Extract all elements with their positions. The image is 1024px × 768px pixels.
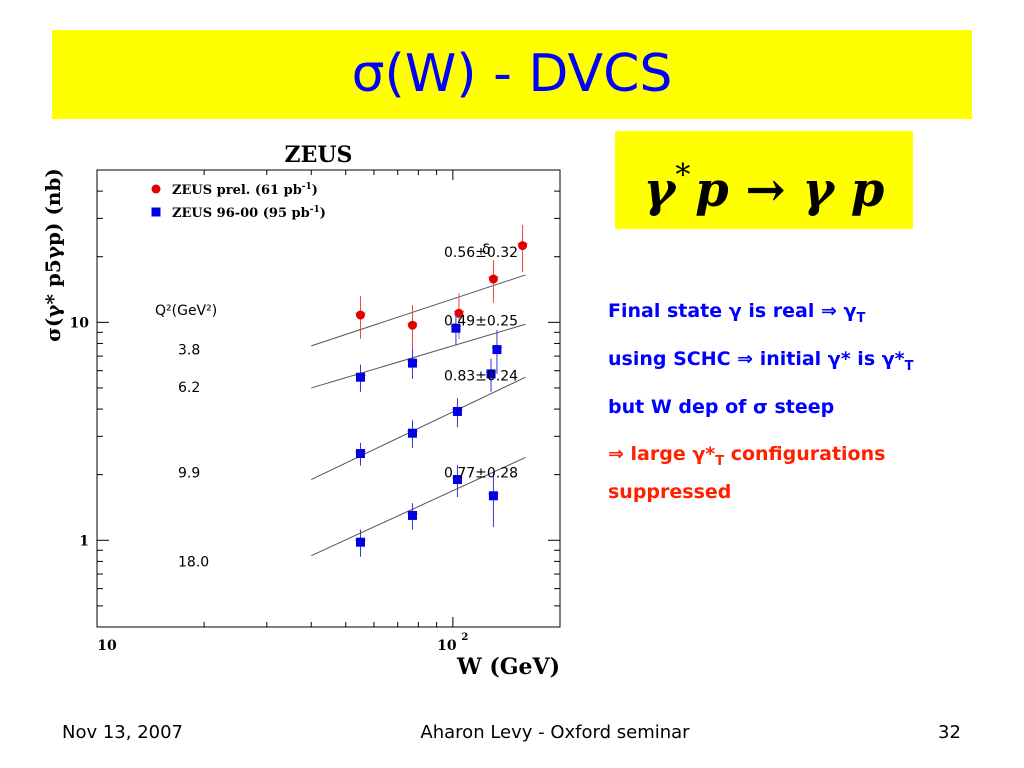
data-point xyxy=(407,358,417,368)
fit-line xyxy=(311,274,526,347)
footer-page: 32 xyxy=(938,722,961,743)
x-tick-label-exponent: 2 xyxy=(461,632,468,643)
data-point xyxy=(451,323,461,333)
data-point xyxy=(488,491,498,501)
notes: Final state γ is real ⇒ γT using SCHC ⇒ … xyxy=(608,295,1008,507)
delta-label: 0.49±0.25 xyxy=(444,313,518,329)
fit-line xyxy=(311,456,526,557)
note-line-3: but W dep of σ steep xyxy=(608,396,835,418)
y-axis-label: σ(γ* p5γp) (nb) xyxy=(41,168,65,342)
reaction-star: * xyxy=(675,158,691,193)
fit-line xyxy=(311,376,526,480)
delta-label: 0.77±0.28 xyxy=(444,465,518,481)
legend-marker xyxy=(151,207,161,217)
data-point xyxy=(454,308,464,318)
data-point xyxy=(486,369,496,379)
reaction-box: γ* p → γ p xyxy=(615,131,913,229)
delta-header: δ xyxy=(482,242,491,258)
data-point xyxy=(518,241,528,251)
q2-label: 9.9 xyxy=(178,465,200,481)
data-point xyxy=(452,406,462,416)
data-point xyxy=(355,449,365,459)
x-tick-label: 10 xyxy=(437,638,457,654)
reaction-formula: γ* p → γ p xyxy=(615,131,913,229)
slide-title: σ(W) - DVCS xyxy=(351,44,673,104)
legend-label: ZEUS prel. (61 pb-1) xyxy=(172,182,318,198)
x-tick-label: 10 xyxy=(97,638,117,654)
data-point xyxy=(452,475,462,485)
chart-title: ZEUS xyxy=(285,142,353,168)
fit-line xyxy=(311,323,526,389)
data-point xyxy=(407,428,417,438)
reaction-photon: γ xyxy=(643,162,676,218)
footer-date: Nov 13, 2007 xyxy=(62,722,184,743)
data-point xyxy=(488,274,498,284)
note-line-1: Final state γ is real ⇒ γT xyxy=(608,300,866,326)
q2-label: 6.2 xyxy=(178,380,200,396)
footer-center: Aharon Levy - Oxford seminar xyxy=(420,722,690,743)
plot-frame xyxy=(96,169,561,628)
data-point xyxy=(355,537,365,547)
data-point xyxy=(407,320,417,330)
data-point xyxy=(355,310,365,320)
legend-label: ZEUS 96-00 (95 pb-1) xyxy=(172,205,326,221)
reaction-rest: p → γ p xyxy=(695,162,885,218)
x-axis-label: W (GeV) xyxy=(456,654,560,680)
y-tick-label: 10 xyxy=(70,315,90,331)
q2-header: Q²(GeV²) xyxy=(155,303,217,319)
note-line-4: ⇒ large γ*T configurations suppressed xyxy=(608,443,886,503)
q2-label: 18.0 xyxy=(178,554,209,570)
q2-label: 3.8 xyxy=(178,343,200,359)
data-point xyxy=(407,510,417,520)
delta-label: 0.56±0.32 xyxy=(444,245,518,261)
data-point xyxy=(355,372,365,382)
legend-marker xyxy=(151,184,161,194)
data-point xyxy=(492,345,502,355)
delta-label: 0.83±0.24 xyxy=(444,369,518,385)
note-line-2: using SCHC ⇒ initial γ* is γ*T xyxy=(608,348,914,374)
title-bar: σ(W) - DVCS xyxy=(52,30,972,119)
y-tick-label: 1 xyxy=(79,533,89,549)
